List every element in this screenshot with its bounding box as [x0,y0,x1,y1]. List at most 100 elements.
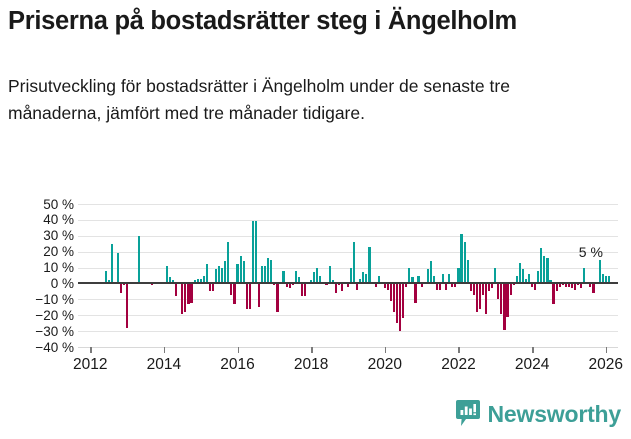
bar [282,270,285,284]
bar [589,283,592,287]
y-axis-labels: 50 % 40 % 30 % 20 % 10 % 0 % −10 % −20 % −30 % −4… [0,197,74,354]
bar [310,280,313,284]
bar [261,265,264,284]
bar [570,283,574,289]
bar [460,234,463,284]
bar [331,280,334,284]
bar [319,275,322,284]
bar [435,283,439,290]
bar [396,283,399,324]
y-axis-tick-label: 40 % [43,212,74,228]
bar [316,267,319,284]
bar [349,267,353,284]
y-axis-tick-label: 20 % [43,244,74,260]
bar [359,278,362,284]
bar [583,267,586,284]
bar [297,277,300,284]
bar [368,246,371,284]
newsworthy-logo[interactable]: Newsworthy [455,400,622,428]
bar [221,267,224,284]
bar [208,283,211,292]
x-axis-tick-label: 2020 [367,356,403,373]
y-axis-tick-label: −30 % [35,323,74,339]
bar [558,283,561,287]
bar [500,283,503,314]
bar [537,270,540,284]
bar [187,283,190,305]
bar [334,283,337,293]
x-axis-tick-label: 2024 [514,356,550,373]
gridline [78,235,618,237]
bar [248,283,251,309]
bar [211,283,215,292]
x-axis-tick-label: 2018 [293,356,329,373]
bar [138,235,141,284]
bar [168,277,172,284]
bar [377,275,380,284]
bar [598,259,601,284]
x-axis-line [78,347,618,348]
bar [478,283,481,309]
bar [420,283,423,287]
bar [233,283,236,305]
bar-chart: 50 % 40 % 30 % 20 % 10 % 0 % −10 % −20 % −30 % −4… [0,196,631,392]
bar [190,283,193,303]
bar [531,283,534,287]
bar [294,270,297,284]
bar [472,283,475,295]
gridline [78,299,618,301]
bar [463,242,466,284]
bar [402,283,405,319]
gridline [78,219,618,221]
bar [573,283,577,290]
bar [451,283,454,287]
bar [592,283,595,293]
bar [580,283,583,289]
bar [497,283,500,300]
bar [242,261,245,284]
bar [484,283,488,314]
bar [534,283,537,290]
bar [353,242,356,284]
bar [540,248,543,284]
x-axis-tick-label: 2014 [146,356,182,373]
bar [126,283,129,328]
bar [475,283,478,313]
bar [300,283,304,297]
bar [236,264,239,284]
y-axis-tick-label: 0 % [50,275,74,291]
bar [202,275,205,284]
bar [546,258,549,284]
gridline [78,315,618,317]
bar [432,275,435,284]
bar [356,283,359,290]
bar [285,283,288,287]
x-axis-tick-label: 2026 [588,356,623,373]
y-axis-tick-label: 30 % [43,228,74,244]
bar [383,283,386,289]
bar [340,283,343,292]
bar [469,283,472,292]
bar [503,283,506,330]
bar [555,283,558,292]
bar [494,267,497,284]
bar [193,280,196,284]
bar [254,221,258,284]
bar [564,283,567,287]
bar [267,258,270,284]
y-axis-tick-label: 50 % [43,196,74,212]
x-axis-tick [532,347,534,353]
bar [205,264,208,284]
bar [442,273,445,284]
logo-wordmark: Newsworthy [487,400,622,427]
bar [552,283,555,305]
bar [481,283,485,295]
bar [445,283,448,290]
y-axis-tick-label: 10 % [43,260,74,276]
bar-chart-bubble-icon [455,400,480,428]
bar [515,275,518,284]
bar [251,221,254,284]
bar [454,283,457,287]
bar [524,278,528,284]
bar [264,265,267,284]
